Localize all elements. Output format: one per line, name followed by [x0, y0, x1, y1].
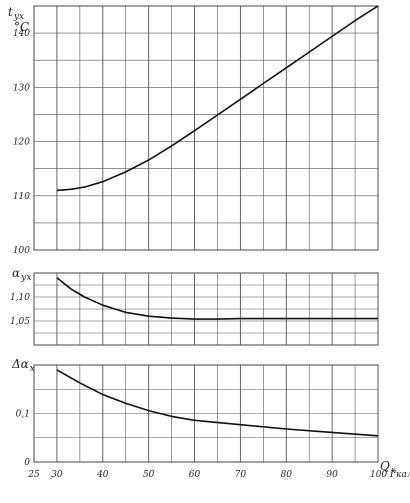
x-tick-label: 80 [281, 470, 293, 480]
panel-temperature-frame [33, 5, 379, 251]
panel3-ylabel: Δαx [11, 357, 35, 374]
panel-temperature-ytick-label: 130 [13, 83, 30, 93]
panel1-ylabel: tух [8, 5, 24, 22]
panel2-ylabel: αух [12, 266, 31, 283]
panel-alpha-ytick-label: 1,05 [10, 317, 30, 327]
x-axis-label: Qx [380, 459, 396, 476]
x-tick-label: 60 [189, 470, 201, 480]
panel-temperature-ytick-label: 100 [13, 246, 30, 256]
panel-temperature-ytick-label: 140 [13, 29, 30, 39]
x-tick-label: 40 [96, 470, 109, 480]
x-tick-label: 25 [27, 470, 40, 480]
panel-alpha-series-line [56, 277, 378, 320]
x-tick-label: 90 [326, 470, 338, 480]
panel-temperature-series-line [56, 5, 379, 192]
panel-delta-alpha-series-line [56, 369, 379, 437]
panel1-ylabel-unit: °C [14, 20, 29, 34]
panel-temperature-ytick-label: 110 [13, 192, 30, 202]
panel-delta-alpha-ytick-label: 0 [24, 458, 30, 468]
panel-alpha-ytick-label: 1,10 [10, 293, 30, 303]
x-tick-label: 70 [235, 470, 247, 480]
x-tick-label: 30 [51, 470, 63, 480]
panel-delta-alpha-ytick-label: 0,1 [16, 410, 30, 420]
x-tick-label: 100 Гкал/ч [370, 470, 410, 480]
x-tick-label: 50 [143, 470, 155, 480]
panel-temperature-ytick-label: 120 [13, 138, 30, 148]
